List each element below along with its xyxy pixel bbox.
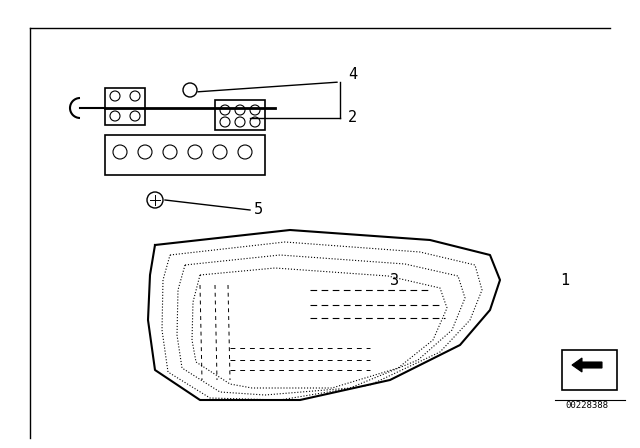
Text: 4: 4 bbox=[348, 67, 357, 82]
Text: 5: 5 bbox=[254, 202, 263, 217]
Text: 3: 3 bbox=[390, 273, 399, 288]
Polygon shape bbox=[572, 358, 602, 372]
Text: 00228388: 00228388 bbox=[565, 401, 608, 410]
Text: 2: 2 bbox=[348, 110, 357, 125]
Text: 1: 1 bbox=[560, 273, 569, 288]
